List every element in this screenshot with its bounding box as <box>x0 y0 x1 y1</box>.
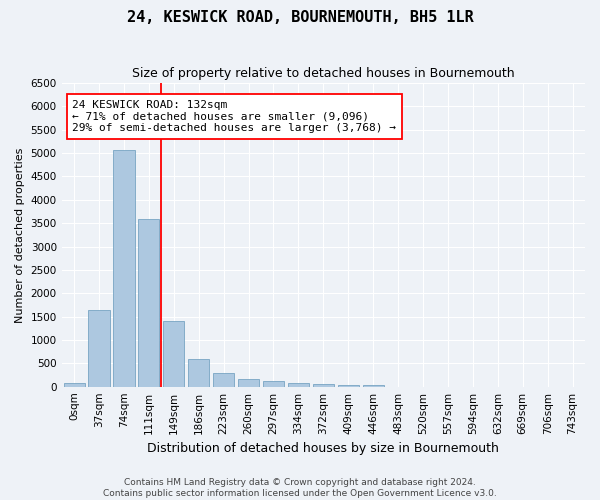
X-axis label: Distribution of detached houses by size in Bournemouth: Distribution of detached houses by size … <box>148 442 499 455</box>
Bar <box>163 322 184 386</box>
Bar <box>113 150 134 386</box>
Text: 24 KESWICK ROAD: 132sqm
← 71% of detached houses are smaller (9,096)
29% of semi: 24 KESWICK ROAD: 132sqm ← 71% of detache… <box>72 100 396 133</box>
Bar <box>188 358 209 386</box>
Bar <box>138 218 160 386</box>
Bar <box>338 384 359 386</box>
Y-axis label: Number of detached properties: Number of detached properties <box>15 147 25 322</box>
Bar <box>288 384 309 386</box>
Bar <box>88 310 110 386</box>
Bar <box>263 381 284 386</box>
Bar <box>213 372 234 386</box>
Text: 24, KESWICK ROAD, BOURNEMOUTH, BH5 1LR: 24, KESWICK ROAD, BOURNEMOUTH, BH5 1LR <box>127 10 473 25</box>
Bar <box>64 383 85 386</box>
Bar <box>238 379 259 386</box>
Bar <box>362 384 384 386</box>
Bar <box>313 384 334 386</box>
Text: Contains HM Land Registry data © Crown copyright and database right 2024.
Contai: Contains HM Land Registry data © Crown c… <box>103 478 497 498</box>
Title: Size of property relative to detached houses in Bournemouth: Size of property relative to detached ho… <box>132 68 515 80</box>
